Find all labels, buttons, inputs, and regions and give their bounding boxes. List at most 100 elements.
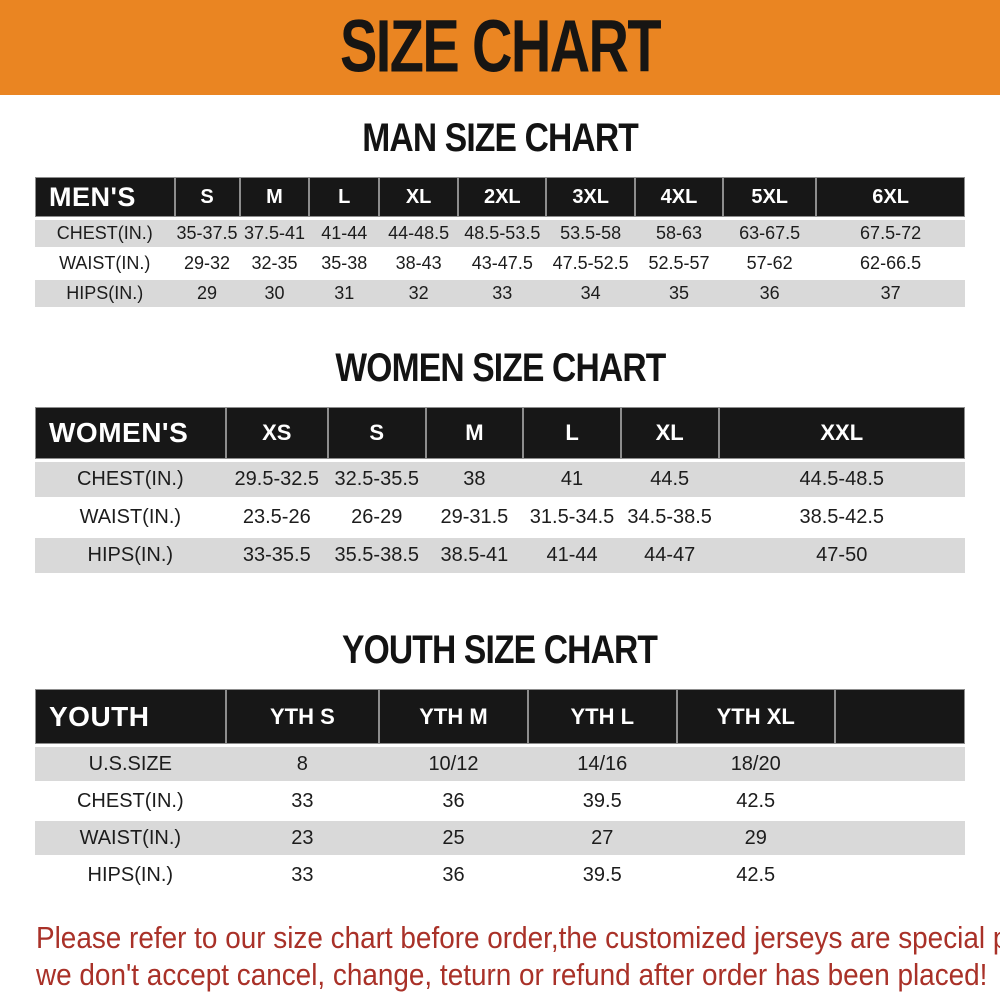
table-row: CHEST(IN.) 29.5-32.5 32.5-35.5 38 41 44.5 44.5… — [35, 462, 965, 497]
header-row: WOMEN'S XS S M L XL XXL — [35, 407, 965, 459]
table-title-cell: YOUTH — [35, 689, 226, 744]
column-header: 5XL — [723, 177, 817, 217]
column-header: M — [425, 407, 524, 459]
column-header: YTH XL — [676, 689, 835, 744]
womens-size-table: WOMEN'S XS S M L XL XXL CHEST(IN.) 29.5-32.5 32.5… — [35, 404, 965, 576]
table-row: U.S.SIZE 8 10/12 14/16 18/20 — [35, 747, 965, 781]
table-cell: 38.5-41 — [425, 538, 524, 573]
table-cell: 53.5-58 — [546, 220, 635, 247]
column-header: M — [239, 177, 310, 217]
youth-section-heading: YOUTH SIZE CHART — [0, 628, 1000, 673]
mens-size-table: MEN'S S M L XL 2XL 3XL 4XL 5XL 6XL CHEST(IN.) 35-37… — [35, 174, 965, 310]
spacer-cell — [834, 784, 965, 818]
row-label: CHEST(IN.) — [35, 784, 226, 818]
table-cell: 36 — [379, 784, 528, 818]
table-cell: 29-32 — [174, 250, 240, 277]
column-header: 6XL — [816, 177, 965, 217]
table-cell: 35-38 — [309, 250, 380, 277]
table-title-cell: MEN'S — [35, 177, 175, 217]
column-header: XXL — [718, 407, 965, 459]
footer-disclaimer-line2: we don't accept cancel, change, teturn o… — [36, 957, 988, 992]
table-cell: 67.5-72 — [816, 220, 965, 247]
table-cell: 42.5 — [676, 784, 835, 818]
table-cell: 36 — [723, 280, 817, 307]
table-cell: 42.5 — [676, 858, 835, 892]
table-cell: 33-35.5 — [225, 538, 328, 573]
table-cell: 32 — [379, 280, 459, 307]
column-header: XL — [379, 177, 459, 217]
table-cell: 31 — [309, 280, 380, 307]
header-row: MEN'S S M L XL 2XL 3XL 4XL 5XL 6XL — [35, 177, 965, 217]
column-header: YTH L — [527, 689, 677, 744]
spacer-cell — [834, 689, 965, 744]
table-cell: 33 — [458, 280, 547, 307]
footer-disclaimer-line1: Please refer to our size chart before or… — [36, 920, 1000, 955]
spacer-cell — [834, 747, 965, 781]
column-header: 3XL — [546, 177, 635, 217]
table-cell: 31.5-34.5 — [523, 500, 621, 535]
table-row: WAIST(IN.) 23 25 27 29 — [35, 821, 965, 855]
table-cell: 35-37.5 — [174, 220, 240, 247]
column-header: YTH M — [379, 689, 528, 744]
table-cell: 38-43 — [379, 250, 459, 277]
column-header: 2XL — [458, 177, 547, 217]
table-cell: 57-62 — [723, 250, 817, 277]
column-header: 4XL — [634, 177, 724, 217]
table-cell: 27 — [527, 821, 677, 855]
man-section-heading: MAN SIZE CHART — [0, 116, 1000, 161]
table-cell: 36 — [379, 858, 528, 892]
youth-size-table: YOUTH YTH S YTH M YTH L YTH XL U.S.SIZE 8 10/12… — [35, 686, 965, 895]
row-label: WAIST(IN.) — [35, 250, 175, 277]
column-header: YTH S — [225, 689, 380, 744]
table-cell: 63-67.5 — [723, 220, 817, 247]
table-cell: 10/12 — [379, 747, 528, 781]
table-cell: 47-50 — [718, 538, 965, 573]
table-cell: 41-44 — [523, 538, 621, 573]
spacer-cell — [834, 858, 965, 892]
table-cell: 41 — [523, 462, 621, 497]
table-cell: 23.5-26 — [225, 500, 328, 535]
row-label: HIPS(IN.) — [35, 538, 226, 573]
table-row: HIPS(IN.) 33 36 39.5 42.5 — [35, 858, 965, 892]
table-row: HIPS(IN.) 33-35.5 35.5-38.5 38.5-41 41-44 44-… — [35, 538, 965, 573]
table-cell: 30 — [239, 280, 310, 307]
row-label: U.S.SIZE — [35, 747, 226, 781]
row-label: CHEST(IN.) — [35, 220, 175, 247]
table-row: CHEST(IN.) 33 36 39.5 42.5 — [35, 784, 965, 818]
table-cell: 37.5-41 — [239, 220, 310, 247]
table-cell: 43-47.5 — [458, 250, 547, 277]
column-header: XS — [225, 407, 328, 459]
table-cell: 29.5-32.5 — [225, 462, 328, 497]
table-cell: 44-48.5 — [379, 220, 459, 247]
table-cell: 44.5-48.5 — [718, 462, 965, 497]
spacer-cell — [834, 821, 965, 855]
table-cell: 47.5-52.5 — [546, 250, 635, 277]
table-cell: 29 — [676, 821, 835, 855]
header-row: YOUTH YTH S YTH M YTH L YTH XL — [35, 689, 965, 744]
table-title-cell: WOMEN'S — [35, 407, 226, 459]
footer-disclaimer: Please refer to our size chart before or… — [36, 919, 1000, 993]
row-label: WAIST(IN.) — [35, 500, 226, 535]
table-cell: 8 — [225, 747, 380, 781]
table-cell: 41-44 — [309, 220, 380, 247]
table-cell: 44.5 — [620, 462, 719, 497]
table-cell: 62-66.5 — [816, 250, 965, 277]
table-cell: 32.5-35.5 — [327, 462, 426, 497]
table-cell: 58-63 — [634, 220, 724, 247]
banner-title: SIZE CHART — [340, 4, 662, 88]
table-cell: 52.5-57 — [634, 250, 724, 277]
column-header: L — [309, 177, 380, 217]
table-cell: 44-47 — [620, 538, 719, 573]
table-cell: 23 — [225, 821, 380, 855]
women-section-heading-text: WOMEN SIZE CHART — [334, 346, 666, 390]
man-section-heading-text: MAN SIZE CHART — [362, 116, 639, 160]
table-row: HIPS(IN.) 29 30 31 32 33 34 35 36 37 — [35, 280, 965, 307]
women-section-heading: WOMEN SIZE CHART — [0, 346, 1000, 391]
table-row: WAIST(IN.) 29-32 32-35 35-38 38-43 43-47.5 47.… — [35, 250, 965, 277]
column-header: S — [174, 177, 240, 217]
table-cell: 34 — [546, 280, 635, 307]
row-label: WAIST(IN.) — [35, 821, 226, 855]
table-cell: 34.5-38.5 — [620, 500, 719, 535]
column-header: XL — [620, 407, 719, 459]
size-chart-banner: SIZE CHART — [0, 0, 1000, 95]
